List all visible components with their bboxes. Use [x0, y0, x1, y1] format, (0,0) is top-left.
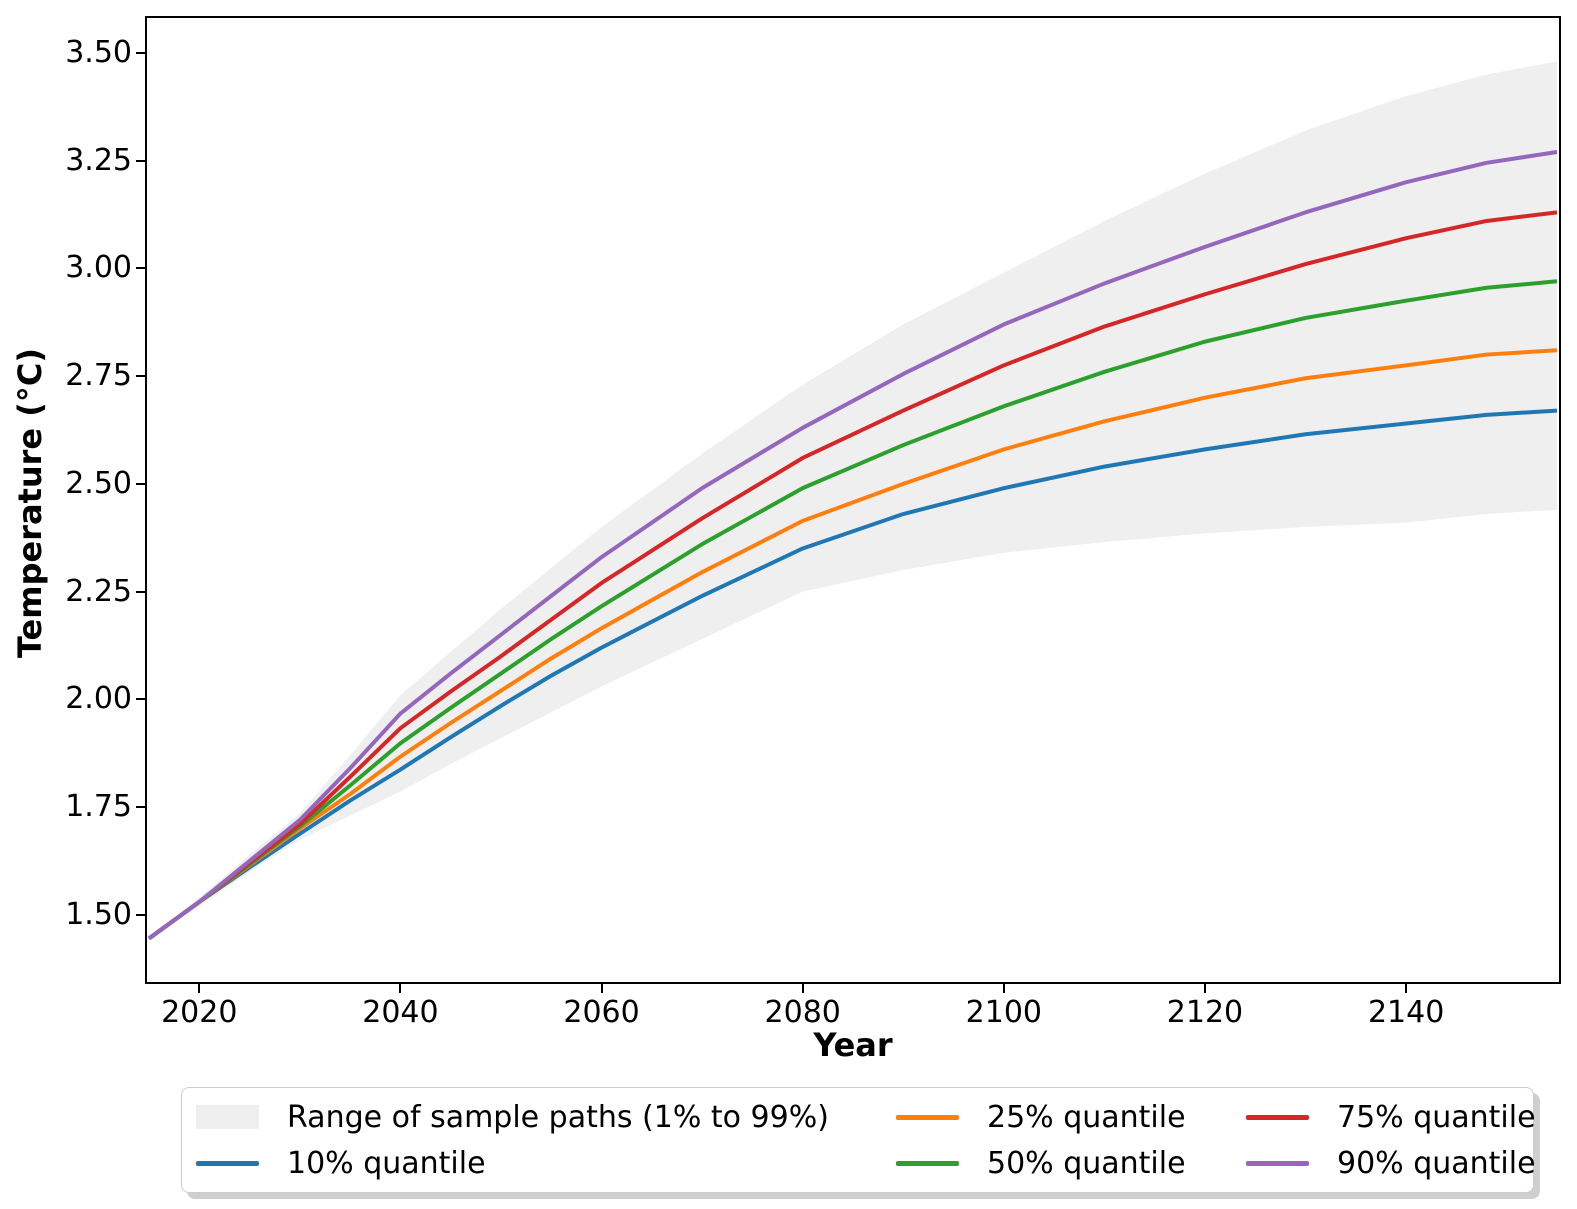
y-tick-label: 1.75: [65, 789, 132, 825]
legend-item: 75% quantile: [1246, 1100, 1536, 1135]
x-tick-label: 2080: [764, 995, 841, 1030]
quantile-chart: [147, 61, 1558, 941]
y-tick-mark: [136, 159, 147, 162]
y-tick-label: 1.50: [65, 896, 132, 932]
sample-paths-band: [149, 61, 1557, 939]
x-axis-label: Year: [813, 1026, 893, 1064]
legend-item: Range of sample paths (1% to 99%): [196, 1100, 896, 1135]
y-tick-mark: [136, 51, 147, 54]
legend-label: 50% quantile: [987, 1145, 1186, 1181]
y-tick-label: 3.50: [65, 34, 132, 70]
x-tick-mark: [1002, 982, 1005, 993]
legend-line-swatch-icon: [1246, 1114, 1309, 1120]
legend-label: Range of sample paths (1% to 99%): [287, 1099, 829, 1135]
legend-item: 50% quantile: [896, 1146, 1246, 1181]
y-tick-mark: [136, 806, 147, 809]
y-tick-label: 3.25: [65, 142, 132, 178]
x-tick-mark: [1203, 982, 1206, 993]
legend: Range of sample paths (1% to 99%) 10% qua…: [181, 1087, 1536, 1193]
legend-line-swatch-icon: [196, 1160, 259, 1166]
x-tick-label: 2060: [563, 995, 640, 1030]
legend-line-swatch-icon: [896, 1160, 959, 1166]
x-tick-label: 2100: [965, 995, 1043, 1030]
x-tick-mark: [801, 982, 804, 993]
x-tick-label: 2120: [1166, 995, 1244, 1030]
x-tick-label: 2040: [362, 995, 439, 1030]
quantile-line-90: [147, 150, 1558, 941]
x-tick-label: 2020: [161, 995, 238, 1030]
x-tick-mark: [399, 982, 402, 993]
legend-item: 10% quantile: [196, 1146, 896, 1181]
legend-line-swatch-icon: [896, 1114, 959, 1120]
legend-item: 90% quantile: [1246, 1146, 1536, 1181]
y-tick-label: 2.75: [65, 358, 132, 394]
y-tick-label: 2.25: [65, 573, 132, 609]
legend-label: 90% quantile: [1337, 1145, 1536, 1181]
plot-area: [145, 16, 1561, 984]
x-tick-label: 2140: [1367, 995, 1445, 1030]
y-tick-mark: [136, 698, 147, 701]
y-tick-label: 3.00: [65, 250, 132, 286]
legend-line-swatch-icon: [1246, 1160, 1309, 1166]
y-tick-mark: [136, 375, 147, 378]
legend-label: 25% quantile: [987, 1099, 1186, 1135]
x-tick-mark: [600, 982, 603, 993]
quantile-line-75: [147, 210, 1558, 941]
y-tick-mark: [136, 267, 147, 270]
quantile-line-10: [147, 408, 1558, 941]
y-axis-label: Temperature (°C): [11, 347, 49, 659]
legend-item: 25% quantile: [896, 1100, 1246, 1135]
legend-label: 75% quantile: [1337, 1099, 1536, 1135]
legend-label: 10% quantile: [287, 1145, 486, 1181]
x-tick-mark: [1405, 982, 1408, 993]
y-tick-mark: [136, 590, 147, 593]
y-tick-mark: [136, 482, 147, 485]
quantile-line-50: [147, 279, 1558, 941]
x-tick-mark: [198, 982, 201, 993]
y-tick-label: 2.00: [65, 681, 132, 717]
quantile-line-25: [147, 348, 1558, 941]
y-tick-label: 2.50: [65, 465, 132, 501]
y-tick-mark: [136, 913, 147, 916]
legend-band-swatch-icon: [196, 1105, 259, 1129]
